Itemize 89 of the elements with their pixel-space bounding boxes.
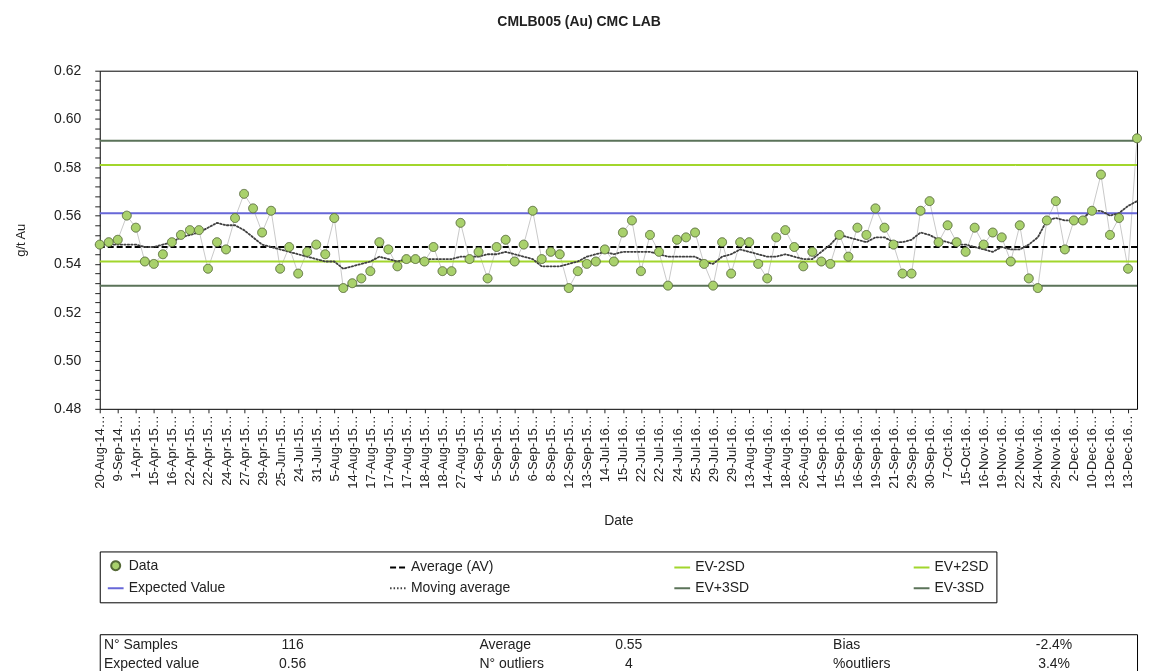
x-tick-label: 7-Oct-16… [940,415,956,479]
x-tick-label: 5-Sep-15… [507,415,523,482]
x-tick-label: 9-Sep-14… [110,415,126,482]
x-tick-label: 17-Aug-15… [380,415,396,489]
x-tick-label: 31-Jul-15… [308,415,324,483]
x-tick-label: 5-Sep-15… [489,415,505,482]
x-tick-label: 30-Sep-16… [922,415,938,489]
legend-label: Expected Value [128,579,226,596]
x-tick-label: 27-Apr-15… [236,415,252,486]
legend-label: EV-3SD [934,579,985,596]
x-tick-label: 13-Dec-16… [1120,415,1136,489]
y-axis-title: g/t Au [13,223,29,257]
legend-label: Data [128,556,159,573]
x-tick-label: 14-Sep-16… [813,415,829,489]
x-tick-label: 12-Sep-15… [561,415,577,489]
y-tick-label: 0.54 [54,255,82,272]
text: 3.4% [1038,655,1070,671]
x-tick-label: 24-Nov-16… [1030,415,1046,489]
x-tick-label: 24-Jul-15… [290,415,306,483]
y-tick-label: 0.62 [54,62,82,79]
y-tick-label: 0.58 [54,158,82,175]
x-tick-label: 13-Aug-16… [741,415,757,489]
x-tick-label: 22-Jul-16… [651,415,667,483]
x-tick-label: 29-Nov-16… [1048,415,1064,489]
x-tick-label: 20-Aug-14… [92,415,108,489]
x-tick-label: 22-Apr-15… [200,415,216,486]
text: 0.56 [279,655,307,671]
x-tick-label: 4-Sep-15… [471,415,487,482]
x-tick-label: 17-Aug-15… [398,415,414,489]
x-axis-title: Date [604,511,634,528]
text: %outliers [833,655,891,671]
x-tick-label: 13-Sep-15… [579,415,595,489]
x-tick-label: 21-Sep-16… [885,415,901,489]
text: Expected value [103,655,200,671]
x-tick-label: 14-Jul-16… [597,415,613,483]
x-tick-label: 1-Apr-15… [128,415,144,479]
x-tick-label: 27-Aug-15… [453,415,469,489]
text: N° outliers [479,655,544,671]
x-tick-label: 22-Apr-15… [182,415,198,486]
x-tick-label: 19-Nov-16… [994,415,1010,489]
x-tick-label: 29-Jul-16… [705,415,721,483]
text: 4 [624,655,633,671]
y-tick-label: 0.60 [54,110,82,127]
y-tick-label: 0.52 [54,303,82,320]
x-tick-label: 14-Aug-15… [344,415,360,489]
x-tick-label: 15-Sep-16… [831,415,847,489]
x-tick-label: 29-Jul-16… [723,415,739,483]
x-tick-label: 16-Apr-15… [164,415,180,486]
x-tick-label: 15-Oct-16… [958,415,974,486]
text: Average [479,636,532,653]
x-tick-label: 18-Aug-16… [777,415,793,489]
chart-title: CMLB005 (Au) CMC LAB [497,13,661,30]
text: Bias [833,636,861,653]
y-tick-label: 0.50 [54,352,82,368]
x-tick-label: 26-Aug-16… [795,415,811,489]
x-tick-label: 6-Sep-15… [525,415,541,482]
x-tick-label: 14-Aug-16… [759,415,775,489]
x-tick-label: 22-Nov-16… [1012,415,1028,489]
legend-label: EV+3SD [695,579,750,596]
x-tick-label: 18-Aug-15… [434,415,450,489]
legend-label: Moving average [410,579,511,596]
x-tick-label: 24-Apr-15… [218,415,234,486]
text: N° Samples [103,636,178,653]
x-tick-label: 13-Dec-16… [1102,415,1118,489]
x-tick-label: 18-Aug-15… [416,415,432,489]
x-tick-label: 8-Sep-15… [543,415,559,482]
x-tick-label: 22-Jul-16… [633,415,649,483]
x-tick-label: 16-Sep-16… [849,415,865,489]
x-tick-label: 29-Apr-15… [254,415,270,486]
x-tick-label: 5-Aug-15… [326,415,342,482]
x-tick-label: 16-Nov-16… [976,415,992,489]
x-tick-label: 15-Jul-16… [615,415,631,483]
y-tick-label: 0.56 [54,207,82,224]
x-tick-label: 17-Aug-15… [362,415,378,489]
x-tick-label: 25-Jun-15… [272,415,288,487]
x-tick-label: 2-Dec-16… [1066,415,1082,482]
legend-label: EV+2SD [934,558,989,575]
text: 116 [281,636,305,653]
x-tick-label: 15-Apr-15… [146,415,162,486]
y-tick-label: 0.48 [54,400,82,417]
x-tick-label: 29-Sep-16… [904,415,920,489]
x-tick-label: 19-Sep-16… [867,415,883,489]
text: -2.4% [1035,636,1073,653]
text: 0.55 [615,636,643,653]
x-tick-label: 10-Dec-16… [1084,415,1100,489]
legend-label: Average (AV) [410,558,494,575]
legend-label: EV-2SD [695,558,745,575]
x-tick-label: 24-Jul-16… [669,415,685,483]
x-tick-label: 25-Jul-16… [687,415,703,483]
